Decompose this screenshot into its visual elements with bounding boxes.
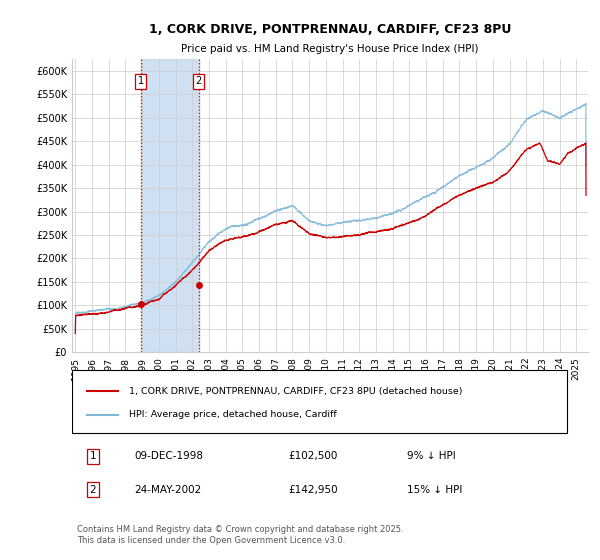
Text: 2: 2 <box>196 76 202 86</box>
Text: 1, CORK DRIVE, PONTPRENNAU, CARDIFF, CF23 8PU: 1, CORK DRIVE, PONTPRENNAU, CARDIFF, CF2… <box>149 23 511 36</box>
Text: 2: 2 <box>89 485 96 494</box>
Text: Contains HM Land Registry data © Crown copyright and database right 2025.
This d: Contains HM Land Registry data © Crown c… <box>77 525 404 544</box>
FancyBboxPatch shape <box>72 370 568 433</box>
Text: 15% ↓ HPI: 15% ↓ HPI <box>407 485 463 494</box>
Text: 1, CORK DRIVE, PONTPRENNAU, CARDIFF, CF23 8PU (detached house): 1, CORK DRIVE, PONTPRENNAU, CARDIFF, CF2… <box>129 387 462 396</box>
Text: 1: 1 <box>89 451 96 461</box>
Text: 1: 1 <box>138 76 144 86</box>
Text: 09-DEC-1998: 09-DEC-1998 <box>134 451 203 461</box>
Text: £142,950: £142,950 <box>289 485 338 494</box>
Text: Price paid vs. HM Land Registry's House Price Index (HPI): Price paid vs. HM Land Registry's House … <box>181 44 479 54</box>
Text: £102,500: £102,500 <box>289 451 338 461</box>
Text: 9% ↓ HPI: 9% ↓ HPI <box>407 451 456 461</box>
Text: HPI: Average price, detached house, Cardiff: HPI: Average price, detached house, Card… <box>129 410 337 419</box>
Text: 24-MAY-2002: 24-MAY-2002 <box>134 485 201 494</box>
Bar <box>141 59 199 352</box>
